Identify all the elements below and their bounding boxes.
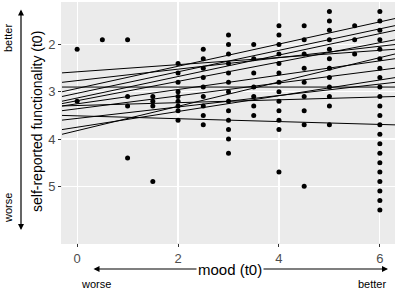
svg-text:4: 4 xyxy=(48,132,55,147)
svg-text:6: 6 xyxy=(376,251,383,266)
svg-text:better: better xyxy=(2,24,14,52)
svg-text:0: 0 xyxy=(74,251,81,266)
svg-text:3: 3 xyxy=(48,84,55,99)
svg-text:2: 2 xyxy=(174,251,181,266)
svg-text:better: better xyxy=(358,278,386,290)
svg-text:5: 5 xyxy=(48,179,55,194)
svg-text:mood (t0): mood (t0) xyxy=(198,261,262,278)
svg-text:4: 4 xyxy=(275,251,282,266)
svg-text:self-reported functionality (t: self-reported functionality (t0) xyxy=(29,31,45,212)
svg-text:worse: worse xyxy=(2,193,14,223)
svg-text:worse: worse xyxy=(81,278,111,290)
svg-text:2: 2 xyxy=(48,37,55,52)
